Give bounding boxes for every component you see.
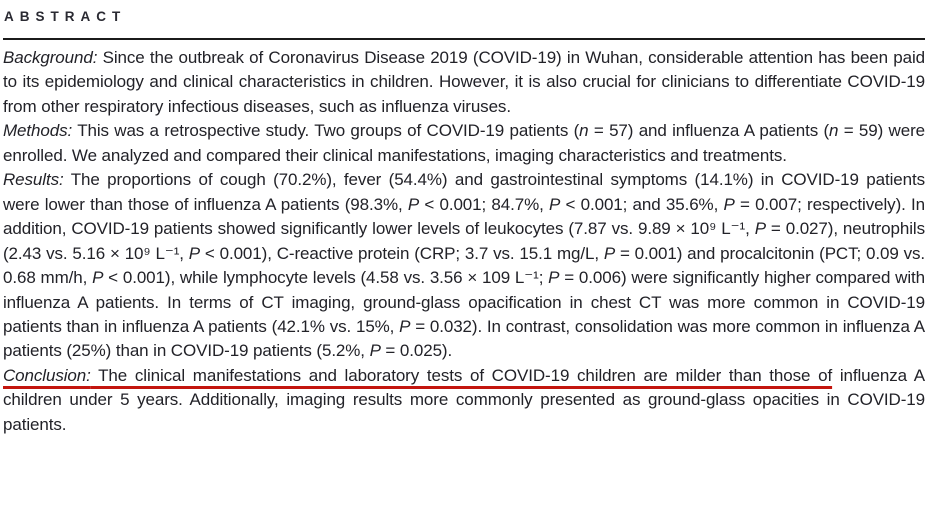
abstract-heading: ABSTRACT <box>4 9 127 24</box>
text-segment: < 0.001; 84.7%, <box>419 194 549 214</box>
text-segment: Since the outbreak of Coronavirus Diseas… <box>3 48 925 116</box>
text-segment: P <box>92 268 104 288</box>
text-segment: P <box>399 316 411 336</box>
text-segment: P <box>369 341 381 361</box>
text-segment: n <box>829 121 839 141</box>
section-label: Methods: <box>3 121 73 141</box>
text-segment: P <box>549 194 561 214</box>
text-segment: = 0.007; respectively). In addition, COV… <box>3 194 925 239</box>
abstract-paragraph: Background: Since the outbreak of Corona… <box>3 46 925 119</box>
section-label: Results: <box>3 170 64 190</box>
abstract-paragraph: Results: The proportions of cough (70.2%… <box>3 168 925 364</box>
text-segment: < 0.001; and 35.6%, <box>560 194 724 214</box>
text-segment: P <box>407 194 420 214</box>
section-label: Background: <box>3 48 98 67</box>
text-segment: = 0.032). In contrast, consolidation was… <box>3 316 926 361</box>
text-segment: P <box>603 243 616 263</box>
underlined-text-segment: The clinical manifestations and laborato… <box>90 365 833 385</box>
text-segment: < 0.001), C-reactive protein (CRP; 3.7 v… <box>200 243 604 263</box>
heading-divider <box>3 38 925 40</box>
text-segment: P <box>754 219 766 239</box>
abstract-body: Background: Since the outbreak of Corona… <box>3 46 925 437</box>
text-segment: P <box>548 268 560 288</box>
text-segment: = 0.027), neutrophils (2.43 vs. 5.16 × 1… <box>3 219 925 263</box>
text-segment: influenza A children under 5 years. Addi… <box>3 365 925 434</box>
text-segment: = 0.001) and procalcitonin (PCT; 0.09 vs… <box>3 243 925 288</box>
text-segment: = 59) were enrolled. We analyzed and com… <box>3 121 925 165</box>
text-segment: < 0.001), while lymphocyte levels (4.58 … <box>103 268 549 288</box>
text-segment: = 0.025). <box>380 341 453 361</box>
abstract-paragraph: Conclusion: The clinical manifestations … <box>3 364 925 437</box>
text-segment: The proportions of cough (70.2%), fever … <box>3 170 925 214</box>
text-segment: n <box>579 121 589 141</box>
text-segment: This was a retrospective study. Two grou… <box>72 121 580 141</box>
abstract-page: ABSTRACT Background: Since the outbreak … <box>0 9 929 437</box>
abstract-paragraph: Methods: This was a retrospective study.… <box>3 119 925 168</box>
text-segment: P <box>188 243 201 263</box>
text-segment: = 57) and influenza A patients ( <box>588 121 830 141</box>
section-label: Conclusion: <box>3 365 91 385</box>
text-segment: = 0.006) were significantly higher compa… <box>3 268 925 336</box>
text-segment: P <box>723 194 735 214</box>
